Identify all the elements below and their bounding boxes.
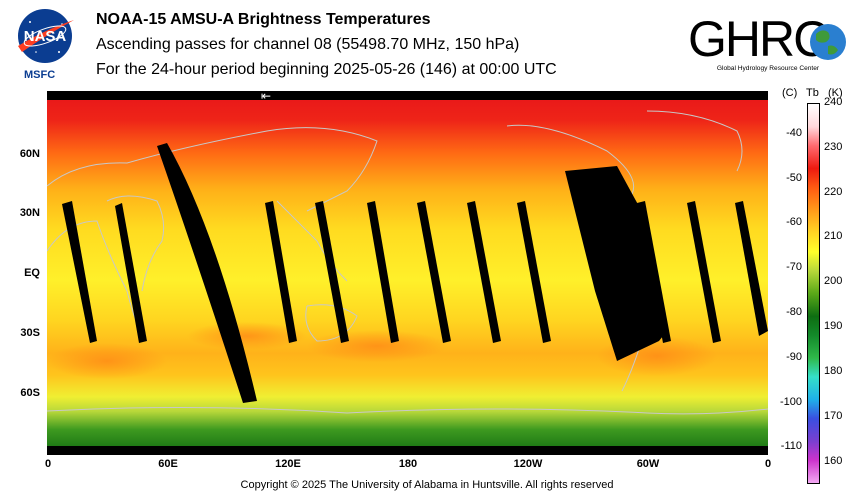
nasa-logo-text: NASA [24, 28, 67, 45]
celsius-tick: -50 [786, 171, 802, 184]
kelvin-tick: 240 [824, 96, 843, 108]
colorbar-header-celsius: (C) [782, 87, 798, 99]
lon-label: 60E [158, 458, 178, 470]
orbit-direction-arrow: ⇤ [261, 91, 271, 103]
lat-label: 30S [20, 327, 40, 339]
lon-label: 120W [513, 458, 543, 470]
kelvin-tick: 210 [824, 230, 843, 243]
kelvin-tick: 160 [824, 454, 843, 467]
msfc-label: MSFC [24, 69, 56, 81]
lon-label: 60W [636, 458, 660, 470]
brightness-temperature-map: ⇤ [47, 91, 768, 455]
coverage-gaps [47, 91, 768, 455]
kelvin-tick: 230 [824, 140, 843, 153]
celsius-tick: -60 [786, 216, 802, 229]
celsius-tick: -80 [786, 305, 802, 318]
celsius-tick: -110 [780, 440, 802, 453]
lon-label: 180 [398, 458, 418, 470]
lon-label: 0 [44, 458, 52, 470]
kelvin-tick: 200 [824, 275, 843, 288]
celsius-tick: -100 [779, 395, 802, 408]
celsius-tick: -40 [786, 126, 802, 139]
celsius-tick: -70 [786, 261, 802, 274]
colorbar-header-kelvin: (K) [828, 87, 843, 99]
title-line-1: NOAA-15 AMSU-A Brightness Temperatures [96, 11, 431, 28]
copyright-notice: Copyright © 2025 The University of Alaba… [240, 479, 614, 491]
lat-label: 30N [19, 207, 40, 219]
colorbar [807, 103, 820, 484]
colorbar-header-tb: Tb [806, 87, 819, 99]
nasa-logo-icon: NASA [18, 9, 74, 63]
kelvin-tick: 190 [824, 320, 843, 333]
kelvin-tick: 220 [824, 185, 843, 198]
kelvin-tick: 170 [824, 409, 843, 422]
title-line-2: Ascending passes for channel 08 (55498.7… [96, 36, 520, 53]
ghrc-logo-text: GHRC [688, 11, 828, 67]
celsius-tick: -90 [786, 350, 802, 363]
ghrc-subtitle: Global Hydrology Resource Center [717, 65, 820, 72]
ghrc-logo-icon: GHRC Global Hydrology Resource Center [688, 11, 846, 72]
lat-label: 60N [19, 148, 40, 160]
lon-label: 0 [764, 458, 772, 470]
lat-label: 60S [20, 387, 40, 399]
title-line-3: For the 24-hour period beginning 2025-05… [96, 61, 557, 78]
lon-label: 120E [275, 458, 301, 470]
kelvin-tick: 180 [824, 364, 843, 377]
lat-label: EQ [24, 267, 40, 279]
